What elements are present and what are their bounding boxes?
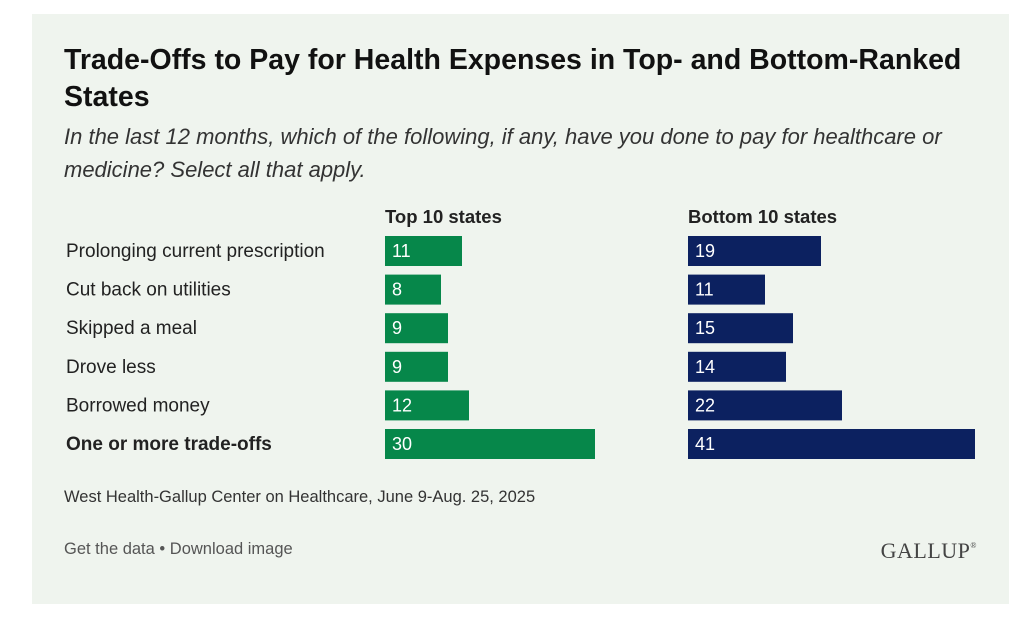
category-label: Borrowed money (66, 395, 210, 416)
bar-top-10 (385, 390, 469, 421)
bar-bottom-10 (688, 390, 842, 421)
data-label-top-10: 8 (392, 280, 402, 300)
gallup-logo: GALLUP® (881, 538, 977, 564)
category-label: Skipped a meal (66, 318, 197, 339)
data-label-top-10: 9 (392, 357, 402, 377)
source-note: West Health-Gallup Center on Healthcare,… (64, 488, 536, 506)
chart-card: Trade-Offs to Pay for Health Expenses in… (32, 14, 1009, 604)
series-header-bottom: Bottom 10 states (688, 206, 838, 227)
data-label-bottom-10: 19 (695, 241, 715, 261)
data-label-top-10: 9 (392, 318, 402, 338)
bar-top-10 (385, 351, 448, 382)
data-label-bottom-10: 22 (695, 395, 715, 415)
footer-links: Get the data • Download image (64, 540, 293, 559)
data-label-bottom-10: 15 (695, 318, 715, 338)
category-label: One or more trade-offs (66, 434, 272, 455)
bar-bottom-10 (688, 313, 793, 344)
get-data-link[interactable]: Get the data (64, 540, 155, 558)
chart-subtitle: In the last 12 months, which of the foll… (64, 124, 942, 182)
data-label-top-10: 12 (392, 395, 412, 415)
bar-bottom-10 (688, 236, 821, 266)
category-label: Prolonging current prescription (66, 241, 325, 262)
series-header-top: Top 10 states (385, 206, 502, 227)
category-label: Drove less (66, 357, 156, 378)
registered-mark: ® (970, 541, 977, 550)
data-label-top-10: 11 (392, 241, 411, 261)
data-label-bottom-10: 41 (695, 434, 715, 454)
bar-bottom-10 (688, 351, 786, 382)
data-label-top-10: 30 (392, 434, 412, 454)
footer-separator: • (159, 540, 166, 558)
download-image-link[interactable]: Download image (169, 540, 293, 558)
chart-title: Trade-Offs to Pay for Health Expenses in… (64, 44, 962, 113)
bar-top-10 (385, 313, 448, 344)
bar-top-10 (385, 274, 441, 305)
data-label-bottom-10: 11 (695, 280, 714, 300)
gallup-logo-text: GALLUP (880, 538, 971, 563)
category-label: Cut back on utilities (66, 280, 231, 301)
bar-bottom-10 (688, 429, 975, 459)
bar-top-10 (385, 429, 595, 459)
data-label-bottom-10: 14 (695, 357, 715, 377)
bar-bottom-10 (688, 274, 765, 305)
bar-top-10 (385, 236, 462, 266)
bar-chart: Prolonging current prescription 11 19 Cut b… (66, 236, 975, 459)
